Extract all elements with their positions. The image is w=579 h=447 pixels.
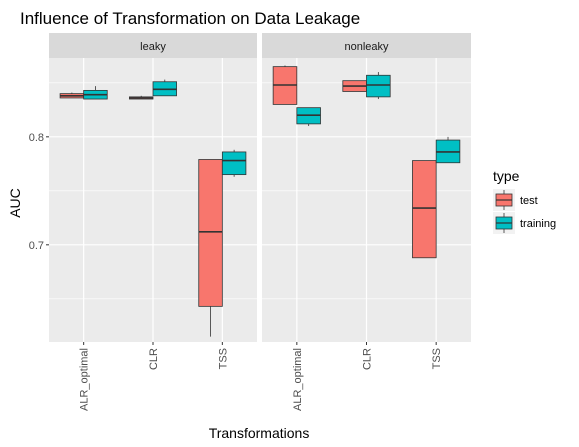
x-tick-label: ALR_optimal <box>292 348 304 411</box>
facet-label: nonleaky <box>344 41 389 53</box>
facet-label: leaky <box>140 41 166 53</box>
box-TSS-test <box>198 159 223 337</box>
y-tick-label: 0.7 <box>29 240 44 252</box>
y-axis-label: AUC <box>7 188 23 218</box>
box-ALR_optimal-test <box>59 92 85 99</box>
legend-item-training: training <box>493 212 556 234</box>
box-CLR-test <box>342 80 367 92</box>
x-tick-label: ALR_optimal <box>79 348 91 411</box>
box-CLR-test <box>129 95 154 100</box>
box-CLR-training <box>366 72 391 100</box>
x-tick-label: CLR <box>362 348 374 370</box>
facet-strip <box>49 33 257 58</box>
legend-title: type <box>493 168 520 184</box>
legend-item-test: test <box>493 189 538 211</box>
box-TSS-training <box>435 136 461 164</box>
x-tick-label: TSS <box>217 348 229 369</box>
legend-label: training <box>520 218 556 230</box>
x-tick-label: TSS <box>431 348 443 369</box>
box-TSS-training <box>221 149 247 177</box>
legend: type test training <box>493 168 556 234</box>
box-ALR_optimal-training <box>83 86 108 100</box>
chart-title: Influence of Transformation on Data Leak… <box>20 9 360 28</box>
box-iqr <box>198 159 223 307</box>
x-tick-label: CLR <box>148 348 160 370</box>
legend-label: test <box>520 195 538 207</box>
y-tick-label: 0.8 <box>29 132 44 144</box>
facet-strip <box>262 33 471 58</box>
box-ALR_optimal-test <box>272 65 298 105</box>
box-iqr <box>366 74 391 98</box>
box-iqr <box>221 151 247 176</box>
box-CLR-training <box>152 79 177 97</box>
box-iqr <box>412 160 437 259</box>
x-axis-label: Transformations <box>209 425 310 441</box>
box-TSS-test <box>412 160 437 259</box>
panel-leaky: leaky ALR_optimal CLR TSS <box>49 33 257 411</box>
box-ALR_optimal-training <box>296 107 321 127</box>
panels-group: leaky ALR_optimal CLR TSS nonleaky ALR_optima… <box>29 33 471 411</box>
panel-nonleaky: nonleaky ALR_optimal CLR TSS <box>262 33 471 411</box>
